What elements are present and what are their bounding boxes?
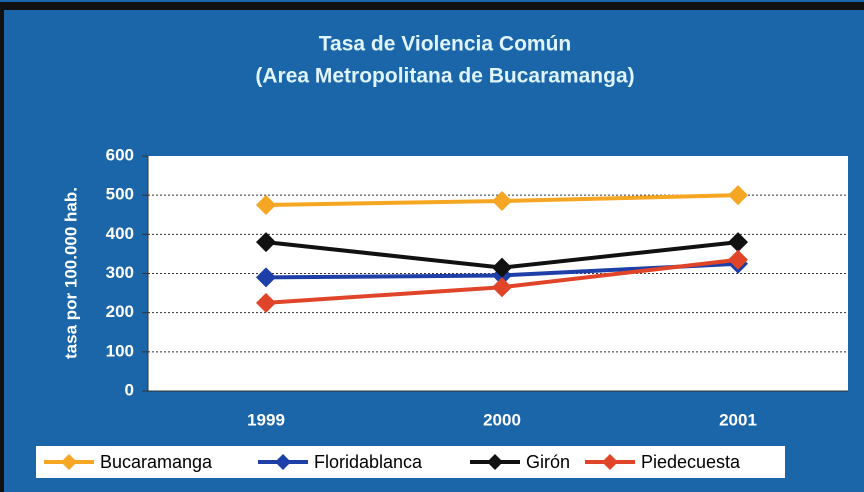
- legend-marker: [275, 454, 291, 470]
- legend-marker: [487, 454, 503, 470]
- chart-subtitle: (Area Metropolitana de Bucaramanga): [255, 65, 634, 88]
- marker: [492, 277, 512, 298]
- x-tick-label: 1999: [247, 410, 285, 429]
- y-tick-label: 300: [106, 263, 134, 282]
- marker: [256, 232, 276, 253]
- legend-marker: [602, 454, 618, 470]
- y-tick-label: 400: [106, 224, 134, 243]
- legend-label: Floridablanca: [314, 452, 423, 472]
- marker: [728, 185, 748, 206]
- x-tick-label: 2000: [483, 410, 521, 429]
- legend-marker: [61, 454, 77, 470]
- y-tick-label: 100: [106, 341, 134, 360]
- legend-label: Girón: [526, 452, 570, 472]
- marker: [728, 249, 748, 270]
- y-tick-label: 500: [106, 185, 134, 204]
- marker: [492, 257, 512, 278]
- y-tick-label: 200: [106, 302, 134, 321]
- marker: [256, 194, 276, 215]
- x-tick-label: 2001: [719, 410, 757, 429]
- marker: [492, 191, 512, 212]
- y-tick-label: 0: [125, 380, 134, 399]
- legend-label: Piedecuesta: [641, 452, 741, 472]
- y-axis-label: tasa por 100.000 hab.: [61, 187, 80, 359]
- marker: [728, 232, 748, 253]
- legend: [36, 446, 785, 478]
- chart-title: Tasa de Violencia Común: [319, 33, 571, 56]
- marker: [256, 267, 276, 288]
- y-tick-label: 600: [106, 145, 134, 164]
- legend-label: Bucaramanga: [100, 452, 213, 472]
- marker: [256, 292, 276, 313]
